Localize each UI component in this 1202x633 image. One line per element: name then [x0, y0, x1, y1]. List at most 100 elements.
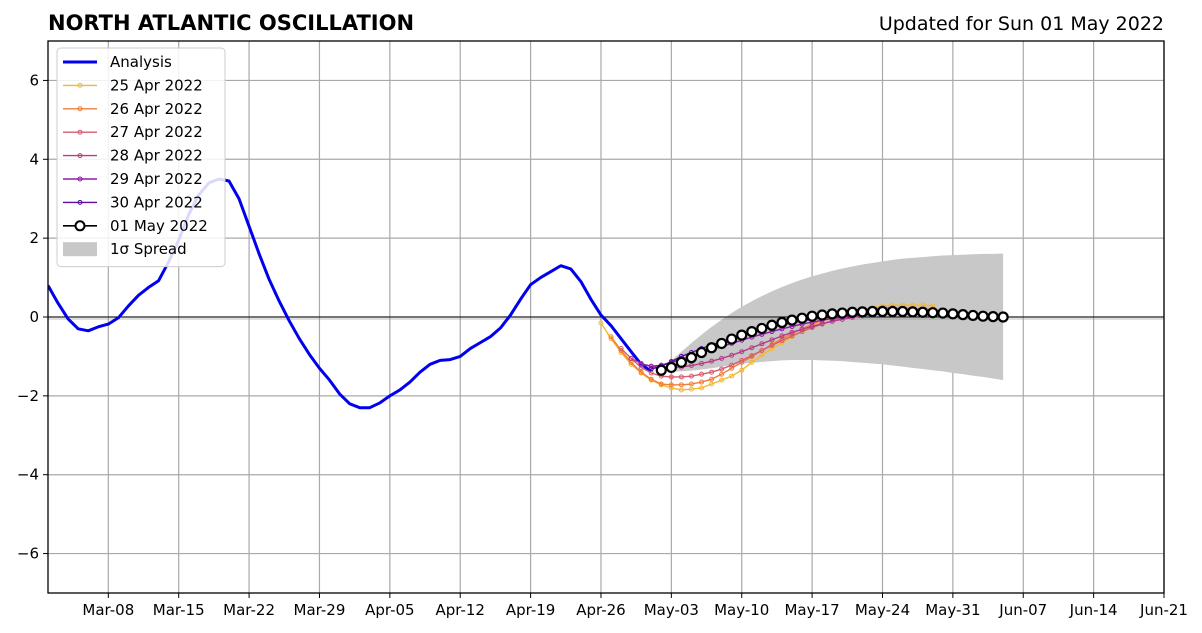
latest-forecast-point: [705, 342, 718, 354]
latest-forecast-point: [675, 356, 688, 368]
forecast-point: [739, 367, 745, 373]
chart-subtitle: Updated for Sun 01 May 2022: [879, 13, 1164, 35]
forecast-point: [759, 348, 765, 354]
x-tick-label: May-31: [925, 601, 980, 619]
latest-forecast-point: [917, 306, 929, 318]
latest-forecast-point: [786, 314, 798, 326]
legend-label: 01 May 2022: [110, 217, 208, 235]
legend-label: 1σ Spread: [110, 240, 187, 258]
forecast-point: [729, 373, 735, 379]
y-tick-label: 2: [29, 229, 39, 247]
legend-marker: [77, 176, 83, 182]
latest-forecast-point: [685, 352, 698, 364]
forecast-point: [668, 382, 674, 388]
x-tick-label: Mar-22: [223, 601, 275, 619]
forecast-point: [678, 374, 684, 380]
forecast-point: [709, 358, 715, 364]
forecast-point: [799, 326, 805, 332]
forecast-point: [688, 386, 694, 392]
legend-item: 26 Apr 2022: [63, 100, 203, 118]
legend-label: 30 Apr 2022: [110, 193, 203, 211]
latest-forecast-point: [977, 310, 989, 322]
forecast-point: [648, 376, 654, 382]
latest-forecast-point: [947, 308, 959, 320]
forecast-point: [699, 361, 705, 367]
forecast-point: [769, 342, 775, 348]
latest-forecast-point: [876, 305, 889, 318]
x-tick-label: Mar-08: [82, 601, 134, 619]
forecast-point: [719, 371, 725, 377]
legend-label: 29 Apr 2022: [110, 170, 203, 188]
forecast-point: [648, 366, 654, 372]
forecast-point: [709, 376, 715, 382]
forecast-point: [638, 361, 644, 367]
x-tick-label: Mar-29: [294, 601, 346, 619]
forecast-point: [688, 381, 694, 387]
x-tick-label: Apr-26: [576, 601, 626, 619]
latest-forecast-point: [766, 319, 778, 331]
latest-forecast-point: [836, 307, 848, 319]
forecast-point: [678, 382, 684, 388]
legend-label: 25 Apr 2022: [110, 76, 203, 94]
forecast-point: [608, 334, 614, 340]
forecast-point: [648, 363, 654, 369]
legend-item: 25 Apr 2022: [63, 76, 203, 94]
chart-title: NORTH ATLANTIC OSCILLATION: [48, 11, 414, 35]
legend-item: 1σ Spread: [63, 240, 187, 258]
forecast-point: [759, 352, 765, 358]
latest-forecast-point: [987, 311, 999, 323]
forecast-point: [719, 377, 725, 383]
forecast-point: [749, 359, 755, 365]
legend-label: 27 Apr 2022: [110, 123, 203, 141]
x-tick-label: May-10: [714, 601, 769, 619]
legend-marker: [77, 82, 83, 88]
latest-forecast-point: [736, 329, 748, 341]
legend-marker: [77, 153, 83, 159]
latest-forecast-point: [716, 337, 728, 350]
forecast-point: [729, 352, 735, 358]
forecast-point: [688, 362, 694, 368]
legend-label: 26 Apr 2022: [110, 100, 203, 118]
legend-item: Analysis: [63, 53, 172, 71]
x-tick-label: Jun-07: [998, 601, 1047, 619]
y-tick-label: −6: [17, 545, 39, 563]
legend-swatch: [63, 242, 97, 257]
latest-forecast-point: [816, 309, 828, 321]
legend: Analysis 25 Apr 2022 26 Apr 2022 27 Apr 202…: [56, 47, 226, 268]
latest-forecast-point: [746, 325, 758, 338]
latest-forecast-point: [856, 306, 868, 318]
legend-marker: [77, 129, 83, 135]
series-analysis: [48, 177, 653, 410]
legend-label: Analysis: [110, 53, 172, 71]
forecast-point: [749, 345, 755, 351]
legend-marker: [74, 220, 86, 232]
latest-forecast-point: [937, 307, 949, 319]
latest-forecast-point: [997, 311, 1009, 323]
forecast-point: [638, 369, 644, 375]
forecast-point: [739, 357, 745, 363]
legend-marker: [77, 106, 83, 112]
latest-forecast-point: [886, 305, 899, 318]
legend-item: 01 May 2022: [63, 217, 208, 235]
forecast-point: [779, 333, 785, 339]
legend-item: 28 Apr 2022: [63, 147, 203, 165]
x-tick-label: Jun-21: [1139, 601, 1188, 619]
analysis-line: [48, 177, 653, 410]
forecast-point: [729, 365, 735, 371]
forecast-point: [699, 371, 705, 377]
forecast-point: [668, 374, 674, 380]
latest-forecast-point: [846, 306, 858, 318]
forecast-point: [779, 338, 785, 344]
x-tick-label: Apr-19: [506, 601, 556, 619]
legend-box: [56, 47, 226, 268]
y-tick-label: −4: [17, 466, 39, 484]
forecast-point: [688, 373, 694, 379]
forecast-point: [598, 320, 604, 326]
latest-forecast-point: [826, 308, 838, 320]
forecast-point: [678, 387, 684, 393]
forecast-point: [719, 366, 725, 372]
legend-item: 29 Apr 2022: [63, 170, 203, 188]
plot-area: −6 −4 −2 0 2 4 6 Mar-08 Mar-15 Mar-22 Mar-29 Apr-05…: [17, 40, 1188, 619]
latest-forecast-point: [927, 307, 939, 319]
forecast-point: [739, 349, 745, 355]
